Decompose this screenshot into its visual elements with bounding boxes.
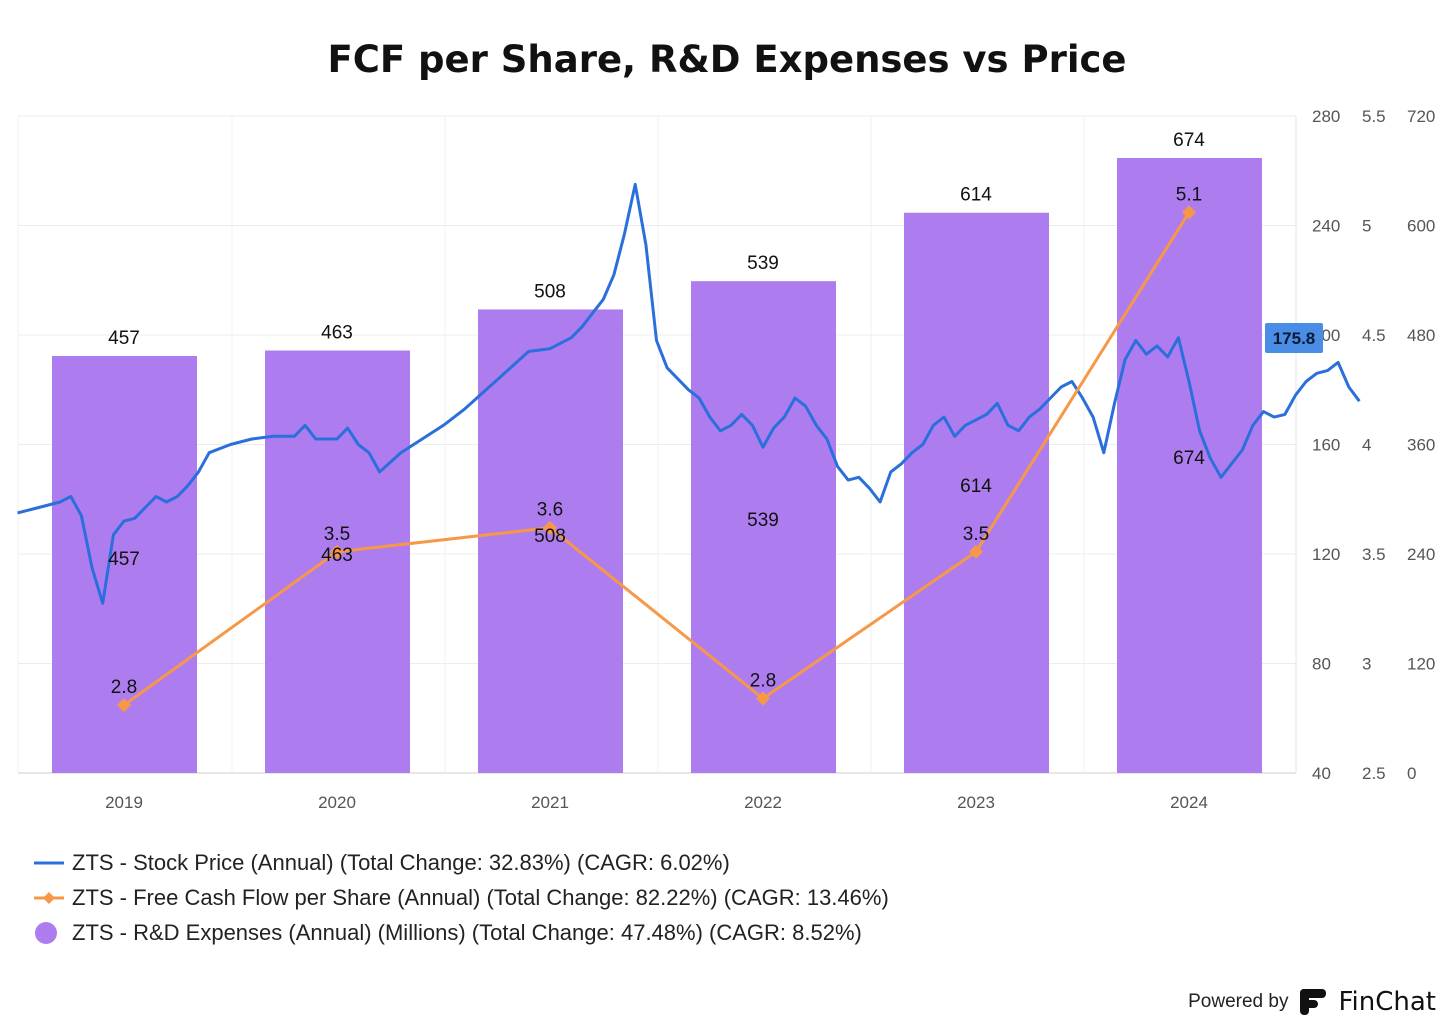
chart-title: FCF per Share, R&D Expenses vs Price bbox=[327, 38, 1126, 81]
fcf-label: 3.5 bbox=[324, 524, 350, 545]
x-tick: 2020 bbox=[318, 793, 356, 812]
axes: 40801201602002402802.533.544.555.5012024… bbox=[105, 107, 1435, 812]
rd-bar-label-top: 614 bbox=[960, 185, 992, 206]
y-tick-price: 240 bbox=[1312, 217, 1340, 236]
legend-item-price[interactable]: ZTS - Stock Price (Annual) (Total Change… bbox=[34, 845, 889, 880]
y-tick-fcf: 4.5 bbox=[1362, 326, 1386, 345]
fcf-label: 3.5 bbox=[963, 524, 989, 545]
fcf-line-group bbox=[117, 205, 1196, 713]
fcf-point bbox=[543, 520, 557, 535]
chart: FCF per Share, R&D Expenses vs Price 457… bbox=[17, 38, 1435, 812]
fcf-point bbox=[1182, 205, 1196, 220]
legend-label: ZTS - R&D Expenses (Annual) (Millions) (… bbox=[72, 919, 862, 945]
y-tick-rd: 120 bbox=[1407, 655, 1435, 674]
x-tick: 2023 bbox=[957, 793, 995, 812]
rd-bar-label-inner: 674 bbox=[1173, 448, 1205, 469]
rd-bar-label-inner: 508 bbox=[534, 526, 566, 547]
powered-by[interactable]: Powered by FinChat bbox=[1188, 987, 1436, 1017]
y-tick-rd: 0 bbox=[1407, 764, 1416, 783]
fcf-point bbox=[969, 544, 983, 559]
x-tick: 2019 bbox=[105, 793, 143, 812]
fcf-line bbox=[123, 211, 1191, 707]
rd-bar-label-top: 508 bbox=[534, 281, 566, 302]
y-tick-fcf: 3.5 bbox=[1362, 545, 1386, 564]
y-tick-price: 160 bbox=[1312, 436, 1340, 455]
y-tick-price: 80 bbox=[1312, 655, 1331, 674]
x-tick: 2022 bbox=[744, 793, 782, 812]
y-tick-fcf: 3 bbox=[1362, 655, 1371, 674]
line-swatch-icon bbox=[34, 851, 64, 875]
y-tick-fcf: 5.5 bbox=[1362, 107, 1386, 126]
x-tick: 2024 bbox=[1170, 793, 1208, 812]
rd-bar-label-top: 463 bbox=[321, 323, 353, 344]
legend-item-fcf[interactable]: ZTS - Free Cash Flow per Share (Annual) … bbox=[34, 880, 889, 915]
data-labels: 457 463 508 539 614 674 457 463 508 539 614 674 2.8 3… bbox=[108, 130, 1205, 698]
y-tick-price: 280 bbox=[1312, 107, 1340, 126]
price-line bbox=[17, 182, 1361, 605]
rd-bar-2024 bbox=[1117, 157, 1262, 774]
x-tick: 2021 bbox=[531, 793, 569, 812]
y-tick-rd: 240 bbox=[1407, 545, 1435, 564]
fcf-point bbox=[117, 698, 131, 713]
rd-bar-2020 bbox=[265, 350, 410, 773]
rd-bars bbox=[52, 157, 1262, 774]
fcf-label: 5.1 bbox=[1176, 184, 1202, 205]
fcf-point bbox=[756, 691, 770, 706]
y-tick-rd: 480 bbox=[1407, 326, 1435, 345]
fcf-label: 2.8 bbox=[750, 671, 776, 692]
diamond-line-swatch-icon bbox=[34, 886, 64, 910]
rd-bar-2023 bbox=[904, 212, 1049, 774]
rd-bar-label-inner: 539 bbox=[747, 510, 779, 531]
y-tick-rd: 720 bbox=[1407, 107, 1435, 126]
fcf-label: 3.6 bbox=[537, 500, 563, 521]
finchat-brand: FinChat bbox=[1338, 987, 1436, 1017]
fcf-label: 2.8 bbox=[111, 677, 137, 698]
y-tick-fcf: 4 bbox=[1362, 436, 1371, 455]
powered-by-text: Powered by bbox=[1188, 991, 1289, 1012]
last-price-badge bbox=[1265, 323, 1323, 353]
y-tick-rd: 600 bbox=[1407, 217, 1435, 236]
rd-bar-2021 bbox=[478, 309, 623, 773]
rd-bar-label-inner: 457 bbox=[108, 549, 140, 570]
rd-bar-label-top: 457 bbox=[108, 328, 140, 349]
finchat-logo-icon bbox=[1298, 987, 1328, 1017]
y-tick-rd: 360 bbox=[1407, 436, 1435, 455]
rd-bar-2022 bbox=[691, 281, 836, 773]
legend-label: ZTS - Stock Price (Annual) (Total Change… bbox=[72, 849, 730, 875]
y-tick-price: 40 bbox=[1312, 764, 1331, 783]
rd-bar-label-inner: 614 bbox=[960, 476, 992, 497]
y-tick-fcf: 2.5 bbox=[1362, 764, 1386, 783]
fcf-point bbox=[330, 544, 344, 559]
legend-item-rd[interactable]: ZTS - R&D Expenses (Annual) (Millions) (… bbox=[34, 915, 889, 950]
legend: ZTS - Stock Price (Annual) (Total Change… bbox=[34, 845, 889, 950]
rd-bar-label-top: 674 bbox=[1173, 130, 1205, 151]
last-price-label: 175.8 bbox=[1273, 329, 1316, 348]
price-line-group bbox=[17, 182, 1361, 605]
y-tick-fcf: 5 bbox=[1362, 217, 1371, 236]
circle-swatch-icon bbox=[34, 921, 64, 945]
legend-label: ZTS - Free Cash Flow per Share (Annual) … bbox=[72, 884, 889, 910]
y-tick-price: 120 bbox=[1312, 545, 1340, 564]
rd-bar-label-inner: 463 bbox=[321, 545, 353, 566]
rd-bar-label-top: 539 bbox=[747, 253, 779, 274]
